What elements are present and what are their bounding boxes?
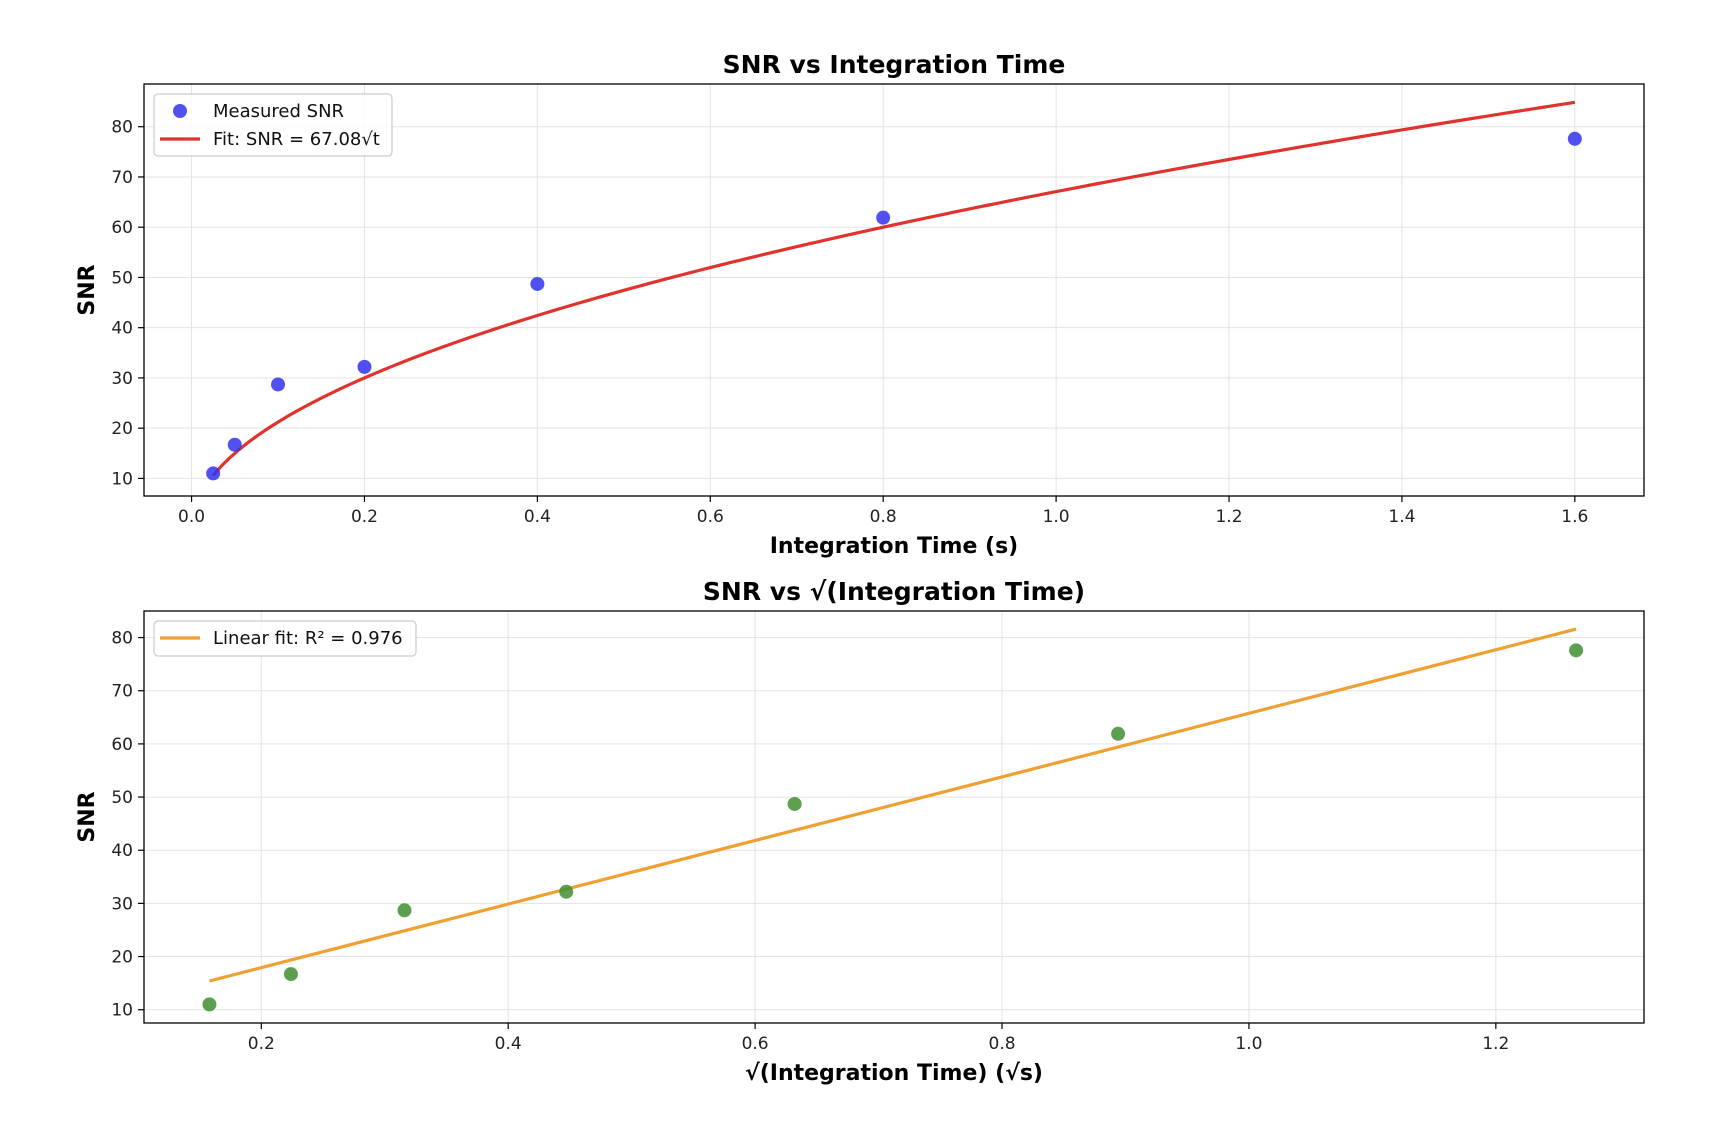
x-axis-label: √(Integration Time) (√s) <box>745 1061 1043 1086</box>
x-tick-label: 0.2 <box>248 1034 275 1054</box>
legend-label-fit: Fit: SNR = 67.08√t <box>213 129 380 150</box>
data-point <box>397 903 412 918</box>
plot-snr-vs-sqrt-time: SNR vs √(Integration Time) 0.2 0.4 0.6 0.8 1… <box>75 577 1645 1086</box>
legend-box <box>153 620 417 657</box>
x-tick-label: 0.8 <box>989 1034 1016 1054</box>
grid <box>144 611 1644 1023</box>
y-tick-label: 60 <box>111 735 133 755</box>
x-tick-label: 1.2 <box>1482 1034 1509 1054</box>
legend-label-measured: Measured SNR <box>213 101 344 122</box>
data-point <box>530 276 545 291</box>
legend: Linear fit: R² = 0.976 <box>153 620 417 657</box>
ticks: 0.2 0.4 0.6 0.8 1.0 1.2 10 20 30 40 50 60 70 80 <box>111 629 1509 1054</box>
data-point <box>1111 726 1126 741</box>
y-tick-label: 40 <box>111 841 133 861</box>
y-tick-label: 80 <box>111 629 133 649</box>
x-tick-label: 0.0 <box>178 507 205 527</box>
x-tick-label: 0.6 <box>697 507 724 527</box>
ticks: 0.0 0.2 0.4 0.6 0.8 1.0 1.2 1.4 1.6 10 20 30 40 50 60 7… <box>111 118 1588 527</box>
y-tick-label: 70 <box>111 168 133 188</box>
y-axis-label: SNR <box>75 264 100 315</box>
y-tick-label: 20 <box>111 419 133 439</box>
x-tick-label: 0.4 <box>524 507 551 527</box>
fit-line <box>209 627 1577 983</box>
y-tick-label: 40 <box>111 319 133 339</box>
plot-snr-vs-time: SNR vs Integration Time 0.0 0.2 0.4 0.6 0.8 1… <box>75 50 1645 559</box>
y-tick-label: 10 <box>111 469 133 489</box>
y-tick-label: 30 <box>111 894 133 914</box>
data-point <box>206 466 221 481</box>
x-tick-label: 0.4 <box>495 1034 522 1054</box>
data-point <box>1567 131 1582 146</box>
series-layer <box>202 627 1584 1012</box>
legend: Measured SNR Fit: SNR = 67.08√t <box>153 93 393 157</box>
data-point <box>876 210 891 225</box>
data-point <box>787 796 802 811</box>
y-tick-label: 20 <box>111 948 133 968</box>
axes-frame <box>143 83 1645 497</box>
y-axis-label: SNR <box>75 791 100 842</box>
legend-marker-measured <box>173 104 187 118</box>
legend-label-linear-fit: Linear fit: R² = 0.976 <box>213 628 403 649</box>
series-layer <box>206 100 1582 481</box>
x-tick-label: 1.0 <box>1043 507 1070 527</box>
grid <box>144 84 1644 496</box>
x-tick-label: 1.4 <box>1388 507 1415 527</box>
axes-frame <box>143 610 1645 1024</box>
x-tick-label: 1.6 <box>1561 507 1588 527</box>
data-point <box>357 359 372 374</box>
x-axis-label: Integration Time (s) <box>770 534 1018 559</box>
y-tick-label: 60 <box>111 218 133 238</box>
y-tick-label: 50 <box>111 788 133 808</box>
data-point <box>227 437 242 452</box>
y-tick-label: 30 <box>111 369 133 389</box>
x-tick-label: 0.6 <box>742 1034 769 1054</box>
y-tick-label: 80 <box>111 118 133 138</box>
data-point <box>271 377 286 392</box>
data-point <box>202 997 217 1012</box>
y-tick-label: 10 <box>111 1001 133 1021</box>
fit-line <box>211 100 1576 477</box>
x-tick-label: 1.2 <box>1215 507 1242 527</box>
legend-box <box>153 93 393 157</box>
x-tick-label: 1.0 <box>1235 1034 1262 1054</box>
x-tick-label: 0.2 <box>351 507 378 527</box>
x-tick-label: 0.8 <box>870 507 897 527</box>
chart-title: SNR vs √(Integration Time) <box>703 577 1085 606</box>
data-point <box>283 967 298 982</box>
data-point <box>559 884 574 899</box>
y-tick-label: 50 <box>111 268 133 288</box>
chart-title: SNR vs Integration Time <box>723 50 1066 79</box>
y-tick-label: 70 <box>111 682 133 702</box>
data-point <box>1569 643 1584 658</box>
